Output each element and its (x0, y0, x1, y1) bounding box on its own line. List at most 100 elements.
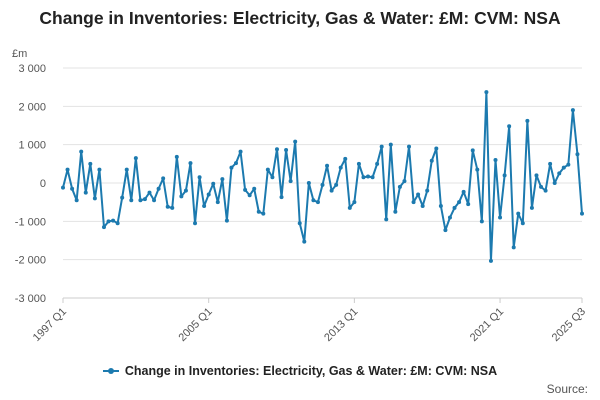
data-point (384, 217, 389, 222)
y-tick-label: -3 000 (15, 293, 46, 305)
data-point (197, 175, 202, 180)
y-tick-label: 1 000 (18, 140, 46, 152)
data-point (65, 167, 70, 172)
data-point (79, 149, 84, 154)
data-point (61, 185, 65, 190)
x-tick-label: 1997 Q1 (31, 306, 69, 344)
data-point (202, 204, 207, 208)
data-point (188, 161, 193, 166)
data-point (356, 161, 361, 166)
data-point (234, 161, 238, 166)
data-point (575, 152, 580, 157)
data-point (256, 209, 261, 214)
data-point (315, 200, 320, 205)
data-point (493, 158, 498, 162)
data-point (407, 144, 411, 149)
x-tick-label: 2005 Q1 (176, 306, 214, 344)
data-point (261, 211, 266, 216)
data-point (215, 200, 220, 205)
data-point (306, 181, 311, 185)
data-point (343, 156, 348, 161)
data-point (274, 147, 279, 152)
legend-line-marker-icon (102, 366, 119, 376)
data-point (411, 200, 416, 205)
data-point (70, 186, 75, 191)
data-point (548, 161, 553, 166)
data-point (302, 239, 307, 244)
chart-title: Change in Inventories: Electricity, Gas … (39, 8, 561, 28)
data-point (334, 182, 339, 187)
data-point (170, 205, 175, 210)
data-point (516, 211, 521, 216)
data-point (142, 197, 147, 202)
data-point (101, 225, 106, 230)
data-point (247, 193, 252, 198)
data-point (293, 139, 298, 144)
data-point (434, 146, 439, 151)
data-point (238, 149, 243, 154)
data-point (416, 192, 421, 197)
data-point (370, 175, 375, 180)
data-point (83, 190, 88, 195)
data-point (520, 221, 525, 226)
x-tick-label: 2013 Q1 (322, 306, 360, 344)
data-point (525, 118, 530, 123)
data-point (425, 188, 430, 193)
data-point (111, 218, 116, 223)
data-point (466, 202, 471, 207)
data-point (229, 165, 234, 170)
data-point (498, 215, 503, 220)
data-point (174, 154, 179, 159)
data-point (193, 221, 198, 226)
data-point (115, 221, 120, 226)
data-point (543, 188, 548, 193)
data-point (561, 165, 566, 170)
data-point (297, 221, 302, 226)
data-point (129, 198, 134, 203)
data-point (311, 198, 316, 203)
data-point (488, 258, 493, 263)
data-point (375, 161, 380, 166)
data-point (539, 184, 544, 189)
y-tick-label: 0 (40, 178, 46, 190)
data-point (388, 142, 393, 147)
data-point (179, 194, 184, 199)
data-point (147, 190, 152, 195)
data-point (529, 205, 534, 210)
data-point (470, 148, 475, 153)
data-point (352, 200, 357, 205)
data-point (502, 173, 507, 178)
data-point (252, 186, 257, 191)
data-point (461, 189, 466, 194)
data-point (402, 179, 407, 184)
data-point (74, 198, 79, 203)
data-point (511, 245, 516, 250)
x-tick-label: 2021 Q1 (468, 306, 506, 344)
data-point (270, 175, 275, 180)
x-tick-labels: 1997 Q1 2005 Q1 2013 Q1 2021 Q1 2025 Q3 (31, 298, 588, 344)
data-point (361, 175, 366, 180)
data-point (479, 219, 484, 224)
data-point (165, 204, 170, 209)
data-point (224, 218, 229, 223)
data-point (138, 198, 143, 203)
data-point (366, 174, 371, 179)
y-axis-unit-label: £m (12, 48, 27, 60)
data-point (92, 196, 97, 201)
data-point (329, 188, 334, 193)
data-point (566, 162, 571, 167)
data-point (156, 186, 161, 191)
data-point (429, 158, 434, 163)
data-point (206, 192, 211, 197)
data-point (288, 179, 293, 184)
data-point (124, 167, 129, 172)
y-tick-label: 3 000 (18, 63, 46, 75)
data-point (552, 181, 557, 185)
data-point (393, 209, 398, 214)
data-point (452, 205, 457, 210)
data-point (338, 165, 343, 170)
data-point (475, 167, 480, 172)
y-tick-label: 2 000 (18, 101, 46, 113)
legend-item: Change in Inventories: Electricity, Gas … (102, 364, 497, 378)
